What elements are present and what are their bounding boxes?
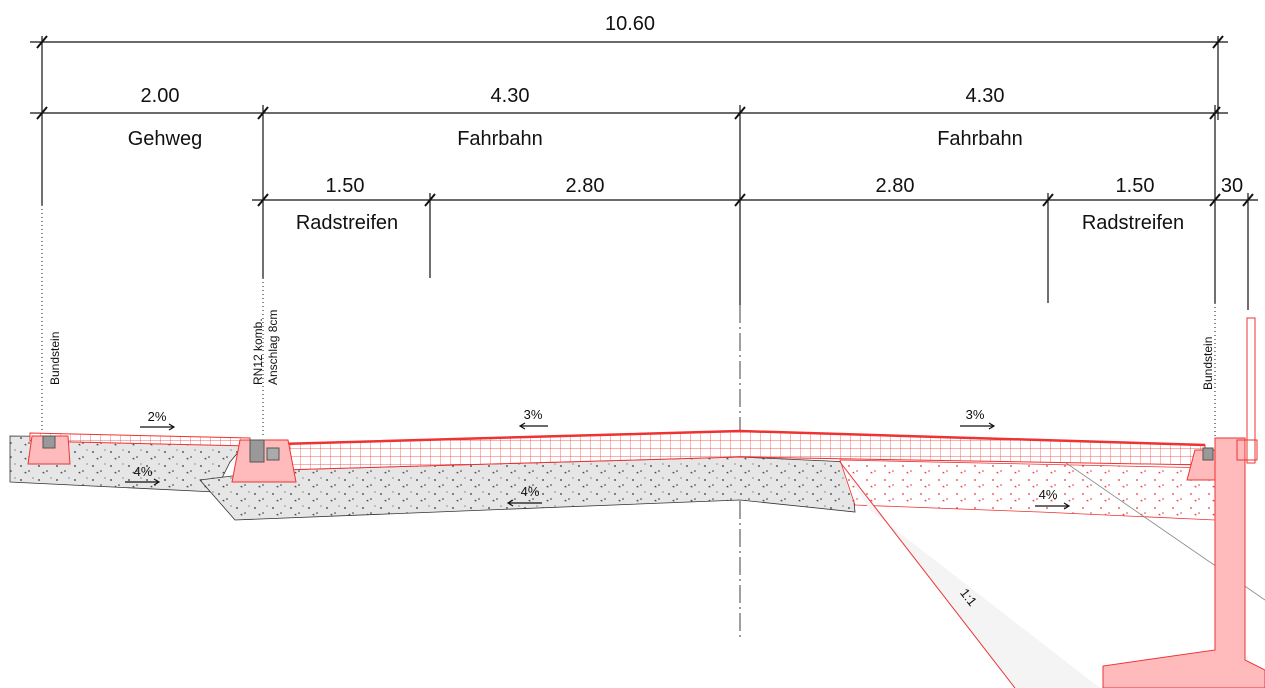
dim: 30 bbox=[1221, 175, 1243, 197]
dim: 10.60 bbox=[605, 13, 655, 35]
slope: 2% bbox=[148, 409, 167, 424]
annotation: Bundstein bbox=[48, 332, 62, 385]
slope: 4% bbox=[521, 484, 540, 499]
annotation: RN12 komb. bbox=[251, 318, 265, 385]
dim: 2.80 bbox=[876, 175, 915, 197]
dim: 1.50 bbox=[326, 175, 365, 197]
zone: Fahrbahn bbox=[457, 128, 543, 150]
annotation: Anschlag 8cm bbox=[266, 310, 280, 385]
slope: 3% bbox=[966, 407, 985, 422]
dim: 2.00 bbox=[141, 85, 180, 107]
dim: 4.30 bbox=[966, 85, 1005, 107]
zone: Radstreifen bbox=[1082, 212, 1184, 234]
slope: 4% bbox=[1039, 487, 1058, 502]
zone: Fahrbahn bbox=[937, 128, 1023, 150]
dimension-lines bbox=[30, 35, 1258, 640]
slope-arrows bbox=[125, 422, 1071, 510]
slope: 4% bbox=[134, 464, 153, 479]
annotation: Bundstein bbox=[1201, 337, 1215, 390]
slope: 3% bbox=[524, 407, 543, 422]
dim: 1.50 bbox=[1116, 175, 1155, 197]
zone: Gehweg bbox=[128, 128, 203, 150]
zone: Radstreifen bbox=[296, 212, 398, 234]
structure bbox=[9, 317, 1265, 688]
dim: 4.30 bbox=[491, 85, 530, 107]
dim: 2.80 bbox=[566, 175, 605, 197]
